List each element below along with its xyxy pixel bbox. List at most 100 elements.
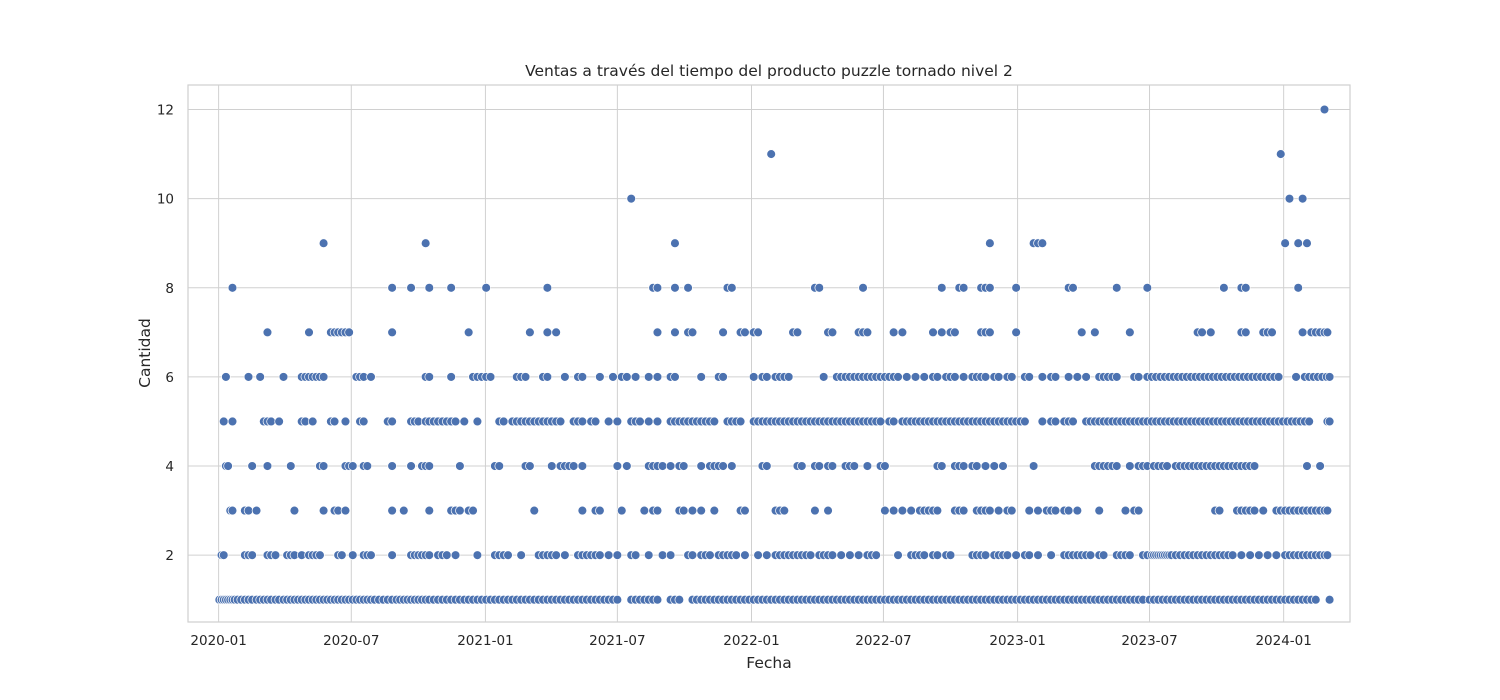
data-point bbox=[709, 416, 720, 427]
x-axis-label: Fecha bbox=[746, 654, 791, 672]
data-point bbox=[608, 372, 618, 382]
data-point bbox=[657, 550, 668, 560]
data-point bbox=[612, 550, 623, 560]
data-point bbox=[958, 505, 969, 516]
data-point bbox=[919, 372, 930, 382]
data-point bbox=[827, 327, 838, 338]
data-point bbox=[696, 372, 706, 382]
data-point bbox=[670, 327, 680, 338]
data-point bbox=[871, 550, 881, 560]
data-point bbox=[498, 416, 509, 427]
data-point bbox=[827, 550, 838, 560]
data-point bbox=[595, 372, 605, 382]
data-points bbox=[214, 104, 1335, 605]
data-point bbox=[862, 327, 873, 338]
data-point bbox=[1011, 327, 1021, 338]
data-point bbox=[542, 372, 553, 382]
data-point bbox=[998, 461, 1008, 471]
data-point bbox=[1267, 327, 1277, 338]
data-point bbox=[358, 416, 369, 427]
data-point bbox=[344, 327, 354, 338]
data-point bbox=[718, 461, 728, 471]
data-point bbox=[993, 505, 1004, 516]
data-point bbox=[1293, 238, 1303, 248]
data-point bbox=[639, 505, 650, 516]
data-point bbox=[727, 461, 737, 471]
data-point bbox=[1120, 505, 1131, 516]
data-point bbox=[387, 461, 397, 471]
data-point bbox=[481, 283, 491, 293]
x-tick-label: 2020-07 bbox=[323, 633, 379, 649]
data-point bbox=[577, 505, 588, 516]
chart-title: Ventas a través del tiempo del producto … bbox=[525, 62, 1013, 80]
data-point bbox=[494, 461, 505, 471]
data-point bbox=[670, 283, 680, 293]
data-point bbox=[255, 372, 265, 382]
data-point bbox=[797, 461, 807, 471]
data-point bbox=[468, 505, 478, 516]
data-point bbox=[577, 372, 588, 382]
data-point bbox=[551, 327, 561, 338]
data-point bbox=[446, 283, 456, 293]
data-point bbox=[516, 550, 526, 560]
data-point bbox=[910, 372, 921, 382]
data-point bbox=[709, 505, 720, 516]
data-point bbox=[218, 416, 229, 427]
data-point bbox=[705, 550, 715, 560]
data-point bbox=[937, 461, 947, 471]
data-point bbox=[1254, 550, 1264, 560]
plot-frame bbox=[187, 84, 1351, 623]
data-point bbox=[366, 372, 376, 382]
data-point bbox=[455, 505, 465, 516]
data-point bbox=[652, 505, 663, 516]
data-point bbox=[1037, 416, 1048, 427]
data-point bbox=[980, 461, 991, 471]
data-point bbox=[399, 505, 409, 516]
data-point bbox=[463, 327, 474, 338]
data-point bbox=[424, 505, 435, 516]
data-point bbox=[1081, 372, 1091, 382]
data-point bbox=[595, 505, 605, 516]
data-point bbox=[853, 550, 864, 560]
data-point bbox=[472, 550, 483, 560]
data-point bbox=[318, 238, 329, 248]
data-point bbox=[875, 416, 886, 427]
data-point bbox=[814, 461, 825, 471]
data-point bbox=[1024, 550, 1034, 560]
data-point bbox=[1050, 372, 1061, 382]
data-point bbox=[387, 416, 397, 427]
data-point bbox=[1024, 505, 1034, 516]
data-point bbox=[823, 505, 833, 516]
data-point bbox=[1111, 372, 1122, 382]
data-point bbox=[1063, 372, 1074, 382]
data-point bbox=[937, 327, 947, 338]
data-point bbox=[318, 372, 329, 382]
data-point bbox=[880, 461, 890, 471]
data-point bbox=[735, 416, 746, 427]
data-point bbox=[779, 505, 790, 516]
data-point bbox=[455, 461, 465, 471]
data-point bbox=[766, 149, 776, 159]
data-point bbox=[616, 505, 627, 516]
data-point bbox=[928, 327, 938, 338]
data-point bbox=[665, 461, 676, 471]
data-point bbox=[1324, 416, 1335, 427]
data-point bbox=[827, 461, 838, 471]
data-point bbox=[1098, 550, 1109, 560]
data-point bbox=[551, 550, 561, 560]
data-point bbox=[318, 505, 329, 516]
data-point bbox=[1133, 505, 1144, 516]
y-tick-label: 4 bbox=[165, 459, 174, 475]
data-point bbox=[577, 461, 588, 471]
data-point bbox=[1297, 193, 1308, 204]
data-point bbox=[652, 283, 663, 293]
data-point bbox=[945, 550, 956, 560]
data-point bbox=[731, 550, 741, 560]
data-point bbox=[1315, 461, 1325, 471]
data-point bbox=[643, 416, 654, 427]
data-point bbox=[340, 505, 351, 516]
data-point bbox=[687, 505, 698, 516]
data-point bbox=[387, 327, 397, 338]
data-point bbox=[674, 594, 685, 605]
data-point bbox=[1068, 416, 1078, 427]
